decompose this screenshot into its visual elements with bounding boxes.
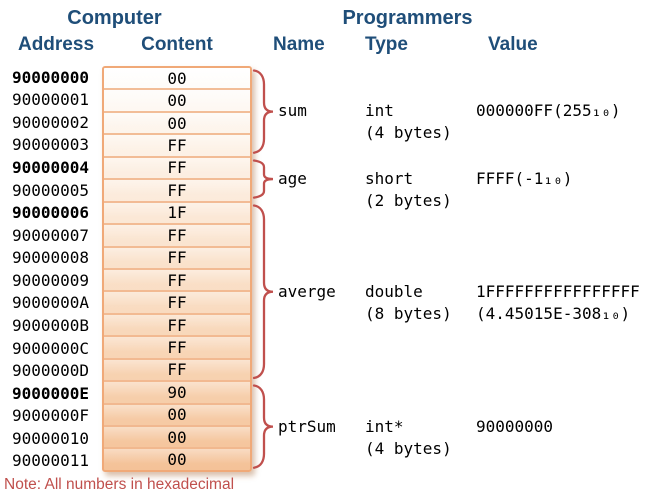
content-cell: FF — [167, 360, 187, 380]
content-cell: 00 — [167, 91, 187, 111]
memory-row: 00 — [104, 68, 250, 91]
address-cell: 90000005 — [12, 180, 90, 200]
content-cell: FF — [167, 225, 187, 245]
variable-value: FFFF(-1₁₀) — [476, 168, 573, 188]
address-cell: 9000000B — [12, 315, 90, 335]
value-header: Value — [488, 34, 538, 55]
address-cell: 90000008 — [12, 248, 90, 268]
variable-type: short — [365, 168, 414, 188]
content-cell: FF — [167, 158, 187, 178]
address-header: Address — [17, 34, 95, 55]
content-cell: FF — [167, 293, 187, 313]
memory-row: FF — [104, 157, 250, 181]
memory-row: FF — [104, 314, 250, 338]
memory-row: FF — [104, 359, 250, 383]
address-cell: 9000000C — [12, 338, 90, 358]
memory-row: 00 — [104, 90, 250, 113]
memory-row: 00 — [104, 427, 250, 450]
grouping-brace — [252, 204, 274, 379]
content-cell: 00 — [167, 68, 187, 88]
content-cell: FF — [167, 248, 187, 268]
memory-row: FF — [104, 292, 250, 315]
address-cell: 9000000F — [12, 406, 90, 426]
content-cell: FF — [167, 270, 187, 290]
grouping-brace — [252, 159, 274, 199]
variable-value: 000000FF(255₁₀) — [476, 101, 621, 121]
address-cell: 9000000E — [12, 383, 90, 403]
content-cell: 1F — [167, 203, 187, 223]
memory-row: FF — [104, 135, 250, 158]
memory-row: 90 — [104, 382, 250, 405]
memory-row: FF — [104, 180, 250, 203]
content-cell: FF — [167, 315, 187, 335]
memory-row: FF — [104, 225, 250, 248]
variable-name: averge — [278, 281, 336, 301]
address-cell: 90000011 — [12, 451, 90, 471]
variable-name: age — [278, 168, 307, 188]
variable-type: (2 bytes) — [365, 190, 452, 210]
variable-name: ptrSum — [278, 416, 336, 436]
computer-title: Computer — [67, 7, 162, 29]
variable-type: int — [365, 101, 394, 121]
address-cell: 90000003 — [12, 135, 90, 155]
address-column: 90000000 90000001 90000002 90000003 90000004… — [12, 66, 100, 472]
address-cell: 9000000A — [12, 293, 90, 313]
variable-type: (4 bytes) — [365, 438, 452, 458]
address-cell: 90000000 — [12, 67, 90, 87]
grouping-brace — [252, 384, 274, 470]
content-cell: FF — [167, 180, 187, 200]
content-cell: 00 — [167, 113, 187, 133]
address-cell: 90000009 — [12, 270, 90, 290]
content-cell: 90 — [167, 382, 187, 402]
memory-row: FF — [104, 247, 250, 270]
address-cell: 90000006 — [12, 203, 90, 223]
address-cell: 90000002 — [12, 112, 90, 132]
programmers-title: Programmers — [342, 7, 473, 29]
memory-row: 00 — [104, 112, 250, 136]
content-cell: 00 — [167, 427, 187, 447]
content-header: Content — [141, 34, 213, 55]
variable-type: double — [365, 281, 423, 301]
memory-table: 00 00 00 FF FF FF 1F FF FF FF FF FF FF FF 90 00 00 00 — [102, 66, 252, 472]
address-cell: 9000000D — [12, 361, 90, 381]
memory-row: 00 — [104, 404, 250, 427]
memory-row: FF — [104, 269, 250, 293]
variable-value: 1FFFFFFFFFFFFFFFF — [476, 281, 640, 301]
address-cell: 90000004 — [12, 158, 90, 178]
variable-type: (4 bytes) — [365, 123, 452, 143]
memory-row: FF — [104, 337, 250, 360]
address-cell: 90000010 — [12, 428, 90, 448]
content-cell: 00 — [167, 405, 187, 425]
footnote: Note: All numbers in hexadecimal — [4, 476, 235, 493]
address-cell: 90000001 — [12, 90, 90, 110]
content-cell: 00 — [167, 450, 187, 470]
variable-name: sum — [278, 101, 307, 121]
type-header: Type — [365, 34, 408, 55]
grouping-brace — [252, 68, 274, 154]
address-cell: 90000007 — [12, 225, 90, 245]
variable-type: int* — [365, 416, 404, 436]
variable-value: (4.45015E-308₁₀) — [476, 303, 631, 323]
variable-value: 90000000 — [476, 416, 554, 436]
variable-type: (8 bytes) — [365, 303, 452, 323]
memory-row: 1F — [104, 202, 250, 226]
memory-row: 00 — [104, 449, 250, 470]
content-cell: FF — [167, 337, 187, 357]
content-cell: FF — [167, 136, 187, 156]
name-header: Name — [273, 34, 325, 55]
